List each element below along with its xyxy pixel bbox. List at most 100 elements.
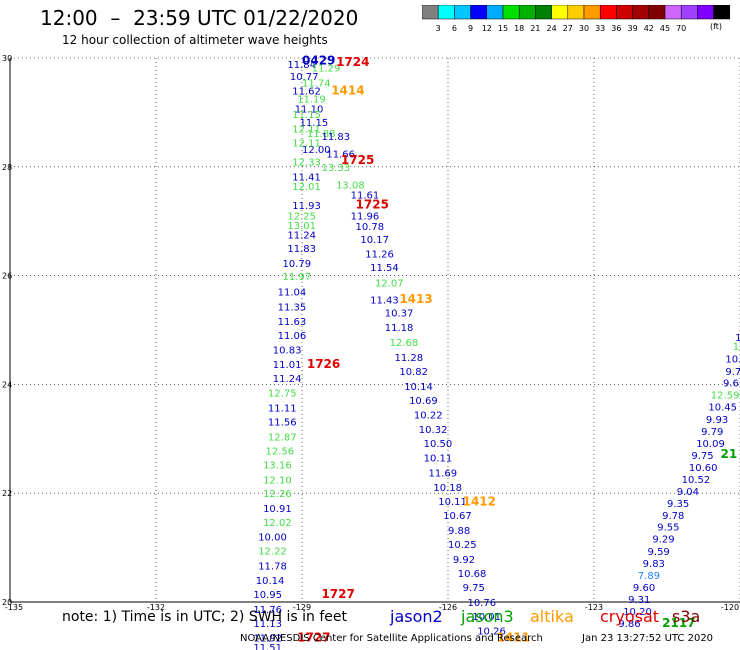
wave-height-value: 9.29 [652, 535, 674, 546]
wave-height-value: 11.24 [287, 231, 316, 242]
time-label: 1413 [399, 292, 432, 306]
wave-height-value: 11.97 [283, 272, 312, 283]
wave-height-value: 9.59 [648, 547, 670, 558]
wave-height-value: 12.00 [302, 145, 331, 156]
wave-height-value: 11.76 [253, 605, 282, 616]
wave-height-value: 11.56 [268, 418, 297, 429]
wave-height-value: 10 [735, 333, 740, 344]
wave-height-value: 11.15 [300, 118, 329, 129]
time-label: 21 [721, 447, 738, 461]
wave-height-value: 11.51 [253, 643, 282, 650]
colorbar-tick-label: 15 [498, 24, 508, 33]
wave-height-value: 11.69 [429, 468, 458, 479]
wave-height-value: 11.01 [273, 360, 302, 371]
wave-height-value: 9.60 [633, 583, 655, 594]
colorbar-tick-label: 3 [436, 24, 441, 33]
wave-height-value: 11.92 [253, 634, 282, 645]
wave-height-value: 11.61 [351, 190, 380, 201]
wave-height-value: 11.04 [278, 288, 307, 299]
time-label: 1727 [297, 631, 330, 645]
x-tick-label: -129 [293, 603, 311, 612]
wave-height-value: 11.41 [292, 172, 321, 183]
time-label: 2117 [662, 616, 695, 630]
satellite-legend-jason2: jason2 [390, 607, 443, 626]
wave-height-value: 9.61 [723, 379, 740, 390]
wave-height-value: 10.45 [708, 403, 737, 414]
wave-height-value: 12.26 [263, 489, 292, 500]
colorbar-tick-label: 70 [676, 24, 686, 33]
wave-height-value: 7.89 [638, 571, 660, 582]
wave-height-value: 11.35 [278, 302, 307, 313]
wave-height-value: 11.28 [394, 353, 423, 364]
colorbar-unit: (ft) [710, 22, 723, 31]
wave-height-value: 10.67 [443, 511, 472, 522]
wave-height-value: 12.01 [292, 182, 321, 193]
colorbar-tick-label: 42 [644, 24, 654, 33]
wave-height-value: 10.20 [623, 607, 652, 618]
wave-height-value: 11.74 [302, 78, 331, 89]
x-tick-label: -120 [721, 603, 739, 612]
wave-height-value: 11.18 [385, 323, 414, 334]
colorbar-tick-label: 24 [547, 24, 557, 33]
wave-height-value: 10.14 [256, 576, 285, 587]
wave-height-value: 10.00 [258, 533, 287, 544]
wave-height-value: 10.22 [414, 411, 443, 422]
wave-height-value: 13.08 [336, 181, 365, 192]
wave-height-value: 11.19 [297, 95, 326, 106]
colorbar-tick-label: 21 [530, 24, 540, 33]
time-label: 0429 [302, 54, 335, 68]
wave-height-value: 12.22 [258, 547, 287, 558]
y-tick-label: 24 [2, 380, 12, 389]
footer-credit: NOAA/NESDIS Center for Satellite Applica… [240, 633, 543, 644]
wave-height-value: 11.24 [273, 374, 302, 385]
x-tick-label: -135 [5, 603, 23, 612]
wave-height-value: 13.01 [287, 221, 316, 232]
wave-height-value: 10.77 [290, 72, 319, 83]
wave-height-value: 12.07 [375, 278, 404, 289]
wave-height-value: 11.93 [292, 201, 321, 212]
footer-timestamp: Jan 23 13:27:52 UTC 2020 [582, 633, 714, 644]
wave-height-value: 11.96 [351, 212, 380, 223]
wave-height-value: 12.33 [292, 158, 321, 169]
page-subtitle: 12 hour collection of altimeter wave hei… [62, 33, 328, 47]
y-tick-label: 28 [2, 163, 12, 172]
wave-height-value: 11.83 [287, 244, 316, 255]
wave-height-value: 12.11 [292, 125, 321, 136]
wave-height-value: 10.82 [399, 367, 428, 378]
colorbar-tick-label: 30 [579, 24, 589, 33]
wave-height-value: 12.56 [266, 447, 295, 458]
satellite-legend-cryosat: cryosat [600, 607, 660, 626]
colorbar: 3 6 9 12 15 18 21 24 27 30 33 36 39 42 45 70 [422, 5, 731, 33]
wave-height-value: 11.88 [307, 129, 336, 140]
wave-height-value: 10.11 [438, 497, 467, 508]
time-label: 1412 [463, 495, 496, 509]
wave-height-value: 10.17 [360, 235, 389, 246]
time-label: 1725 [356, 198, 389, 212]
wave-height-value: 10.11 [424, 454, 453, 465]
wave-height-value: 9.86 [618, 619, 640, 630]
time-label: 1725 [341, 153, 374, 167]
colorbar-tick-label: 33 [595, 24, 605, 33]
wave-height-value: 11.84 [287, 60, 316, 71]
wave-height-value: 12.68 [390, 338, 419, 349]
wave-height-value: 12.02 [263, 518, 292, 529]
wave-height-value: 10.25 [448, 540, 477, 551]
wave-height-value: 10.83 [273, 345, 302, 356]
wave-height-value: 11.06 [278, 331, 307, 342]
wave-height-value: 13.33 [321, 163, 350, 174]
wave-height-value: 10.37 [385, 308, 414, 319]
satellite-legend-altika: altika [530, 607, 574, 626]
time-label: 1414 [331, 83, 364, 97]
wave-height-value: 10.8 [725, 355, 740, 366]
wave-height-value: 9.75 [691, 451, 713, 462]
wave-height-value: 11.62 [292, 86, 321, 97]
wave-height-value: 10.52 [682, 475, 711, 486]
wave-height-value: 9.71 [725, 367, 740, 378]
wave-height-value: 10.79 [283, 259, 312, 270]
wave-height-value: 9.04 [677, 487, 699, 498]
wave-height-value: 11.11 [268, 404, 297, 415]
x-tick-label: -132 [147, 603, 165, 612]
wave-height-value: 9.83 [643, 559, 665, 570]
colorbar-swatch [713, 5, 731, 20]
